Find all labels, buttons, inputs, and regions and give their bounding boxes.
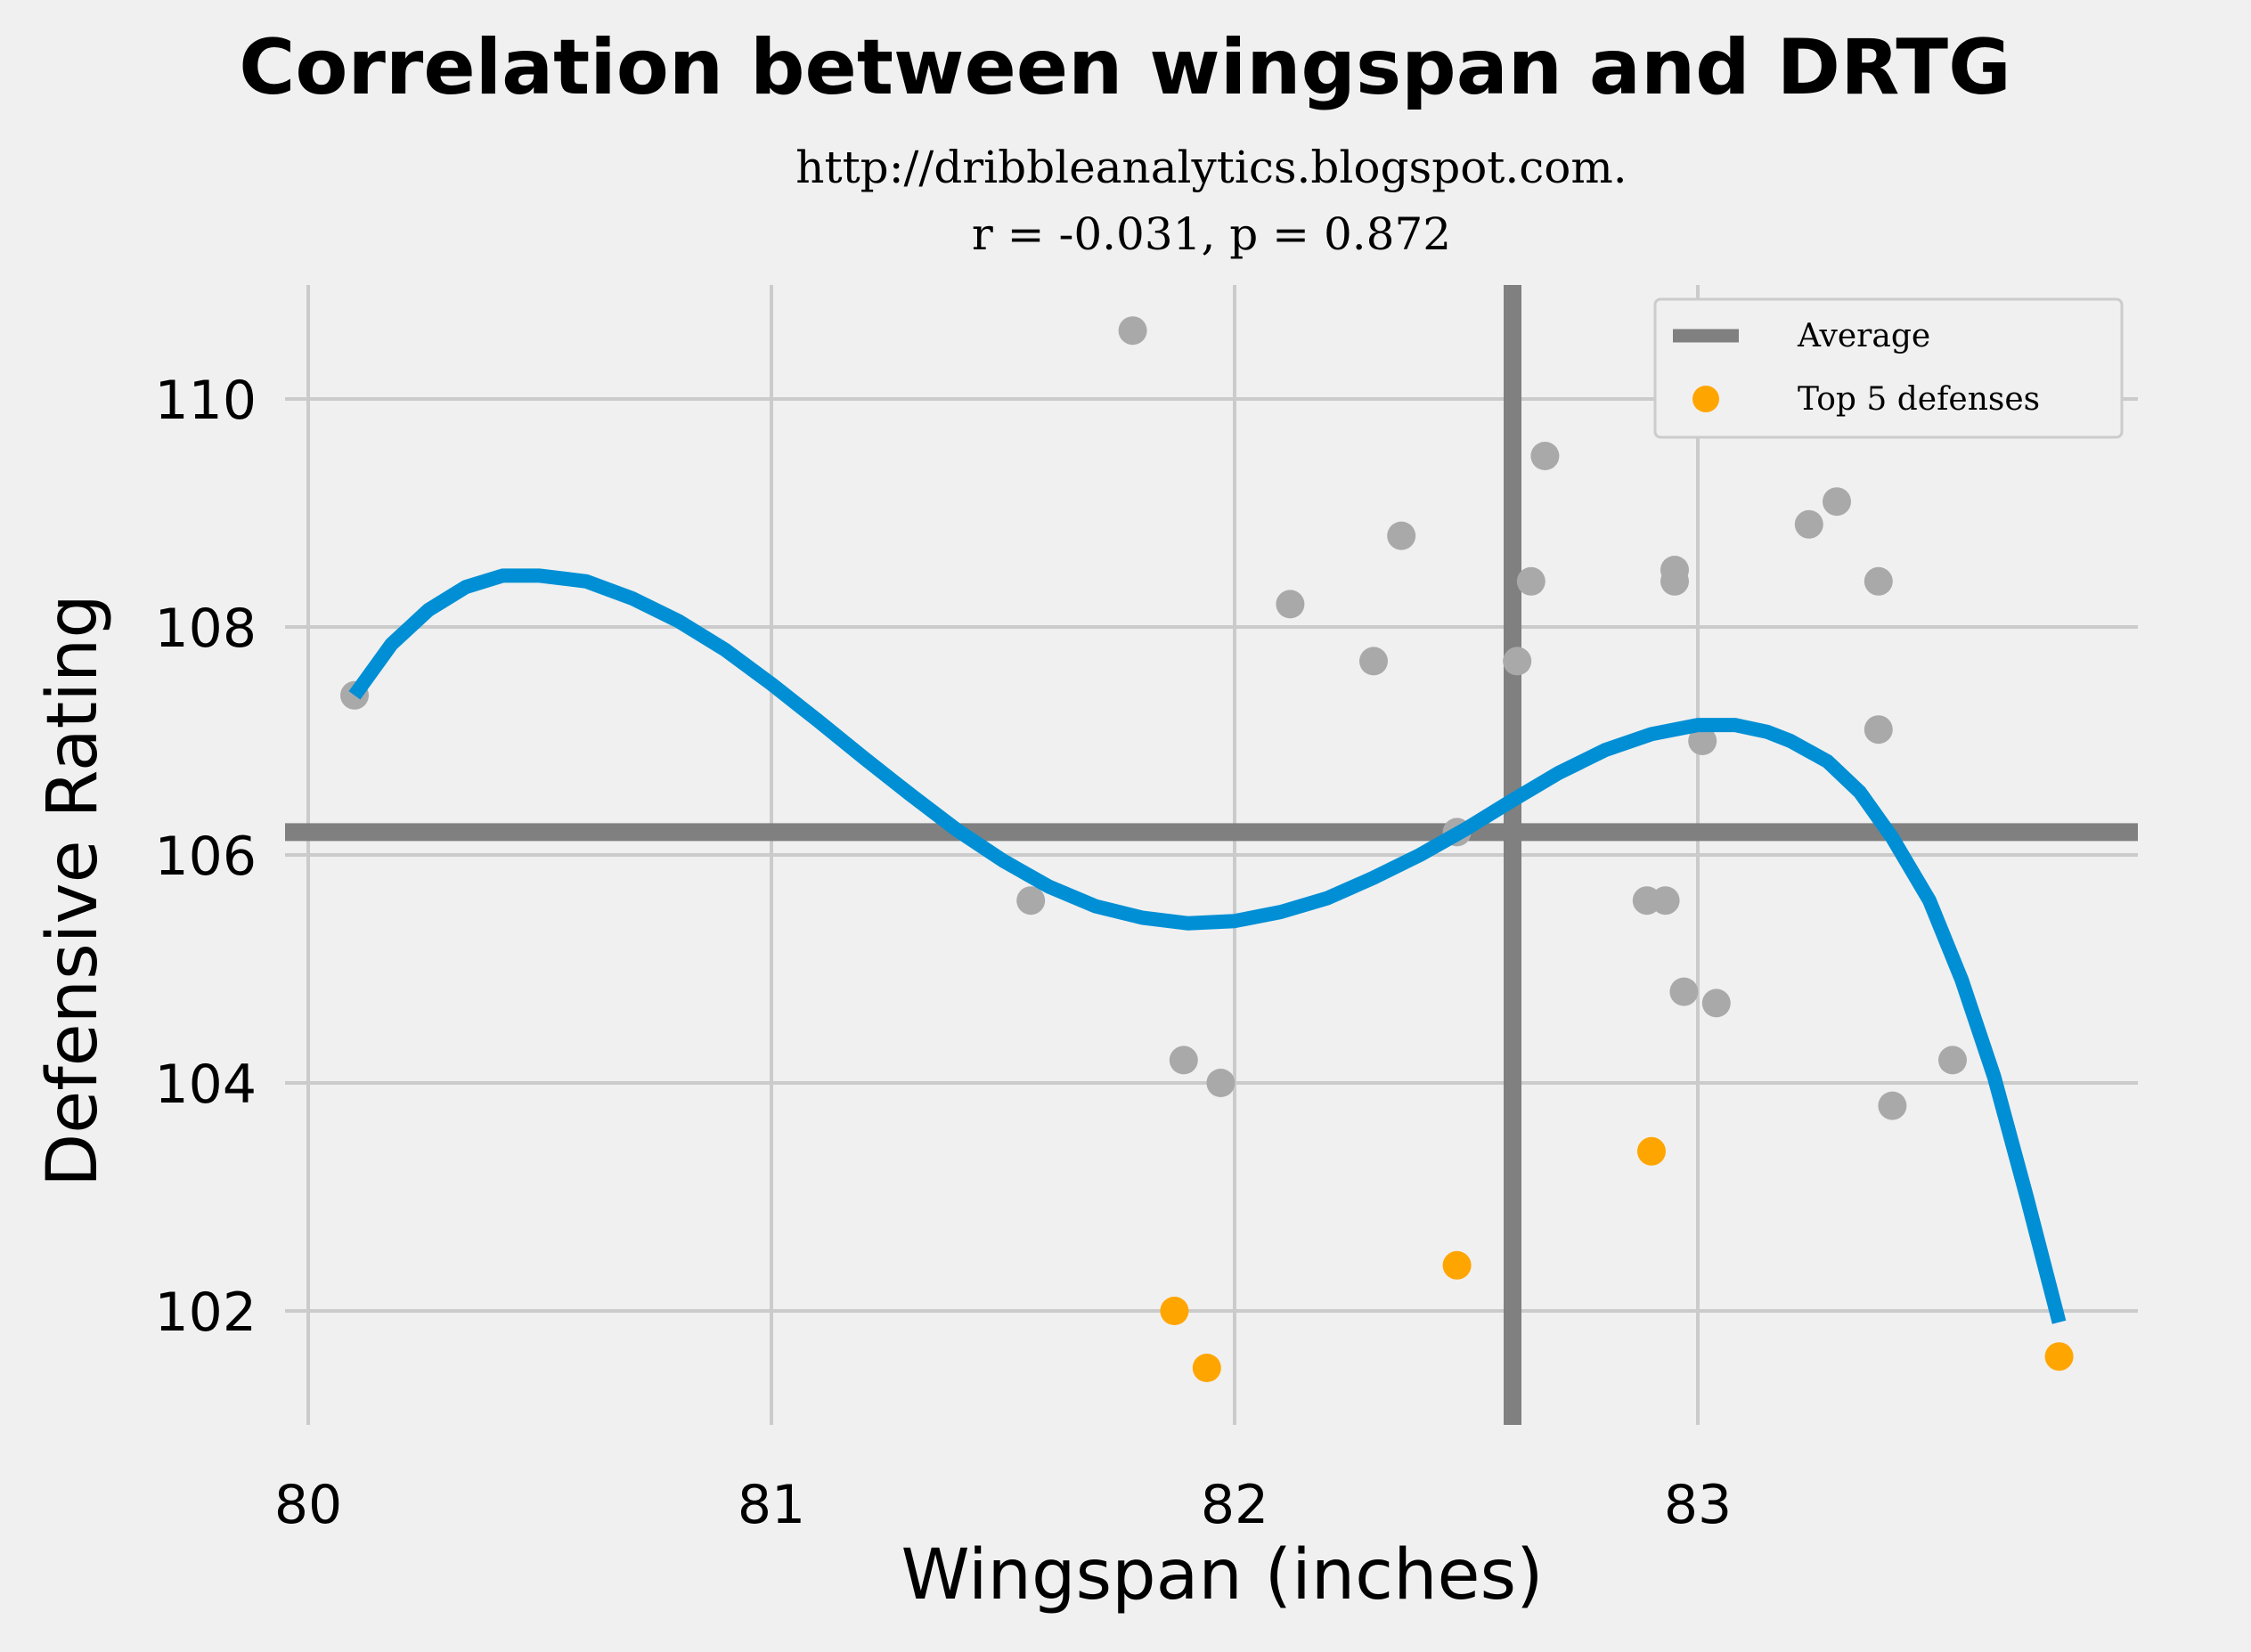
average-lines <box>285 285 2138 1425</box>
legend-average-label: Average <box>1797 318 1930 354</box>
data-point-1-2 <box>1442 1250 1472 1280</box>
data-point-1-1 <box>1192 1354 1221 1382</box>
data-point-0-18 <box>1701 989 1731 1018</box>
data-point-0-4 <box>1206 1069 1236 1097</box>
data-point-0-20 <box>1823 487 1851 517</box>
data-point-0-17 <box>1688 727 1717 755</box>
data-point-0-1 <box>1118 316 1147 346</box>
data-point-0-11 <box>1530 442 1560 470</box>
data-point-1-4 <box>2044 1342 2074 1371</box>
x-axis-label: Wingspan (inches) <box>901 1535 1543 1615</box>
data-point-0-15 <box>1660 566 1689 596</box>
data-point-0-23 <box>1878 1091 1907 1120</box>
x-tick-label-81: 81 <box>738 1474 805 1536</box>
y-tick-labels: 102 104 106 108 110 <box>154 370 257 1344</box>
y-axis-label: Defensive Rating <box>33 594 113 1187</box>
data-point-0-24 <box>1938 1046 1967 1075</box>
data-point-0-19 <box>1794 509 1823 539</box>
x-tick-label-83: 83 <box>1664 1474 1732 1536</box>
y-tick-label-108: 108 <box>154 598 257 660</box>
data-point-0-3 <box>1169 1046 1198 1075</box>
chart-title: Correlation between wingspan and DRTG <box>239 23 2010 112</box>
data-point-0-9 <box>1503 647 1532 676</box>
fit-curve <box>348 568 2067 1324</box>
data-point-0-6 <box>1359 647 1388 676</box>
data-point-0-13 <box>1651 886 1680 916</box>
y-tick-label-104: 104 <box>154 1054 257 1116</box>
data-point-1-0 <box>1160 1297 1189 1325</box>
y-tick-label-110: 110 <box>154 370 257 432</box>
data-point-0-21 <box>1864 566 1893 596</box>
legend: Average Top 5 defenses <box>1653 297 2124 439</box>
legend-box <box>1653 297 2124 439</box>
x-tick-label-80: 80 <box>274 1474 342 1536</box>
data-point-0-2 <box>1016 886 1046 916</box>
chart-subtitle-line-1: http://dribbleanalytics.blogspot.com. <box>795 142 1627 193</box>
data-point-0-10 <box>1516 566 1546 596</box>
data-point-1-3 <box>1637 1136 1666 1166</box>
legend-top5-label: Top 5 defenses <box>1798 381 2040 418</box>
scatter-points <box>340 316 2074 1382</box>
fit-curve-group <box>348 568 2067 1324</box>
x-tick-label-82: 82 <box>1201 1474 1268 1536</box>
data-point-0-22 <box>1864 715 1893 745</box>
data-point-0-7 <box>1387 521 1416 550</box>
y-tick-label-102: 102 <box>154 1282 257 1344</box>
legend-top5-swatch <box>1692 386 1719 412</box>
chart-subtitle-line-2: r = -0.031, p = 0.872 <box>972 208 1451 260</box>
data-point-0-16 <box>1669 977 1699 1006</box>
data-point-0-5 <box>1276 590 1305 619</box>
y-tick-label-106: 106 <box>154 826 257 888</box>
x-tick-labels: 80 81 82 83 <box>274 1474 1732 1536</box>
